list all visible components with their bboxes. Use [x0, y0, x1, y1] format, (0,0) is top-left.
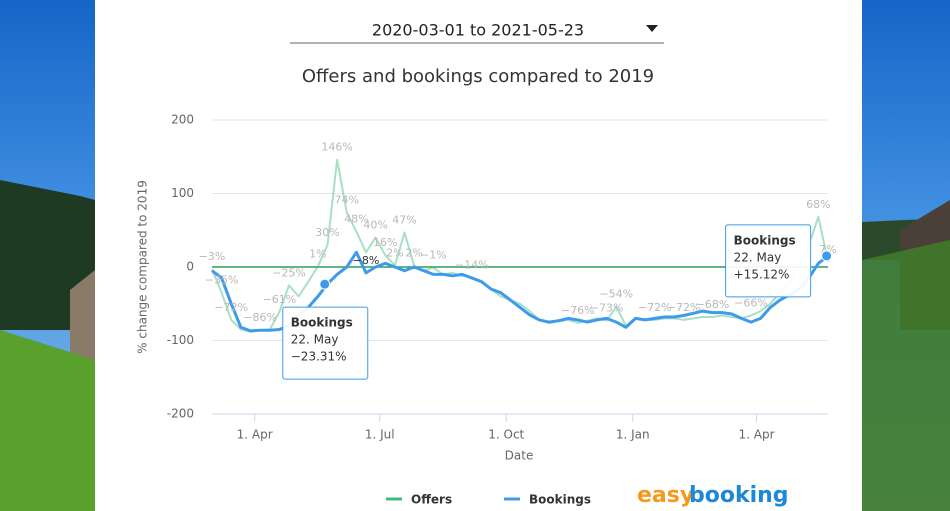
x-tick-label: 1. Apr — [237, 428, 273, 442]
data-label: −35% — [205, 274, 239, 287]
logo-part1: easy — [637, 483, 694, 508]
dropdown-label[interactable]: 2020-03-01 to 2021-05-23 — [372, 21, 584, 40]
date-dropdown[interactable]: 2020-03-01 to 2021-05-23 — [290, 21, 664, 44]
tooltip-date: 22. May — [734, 250, 782, 264]
tooltip-date: 22. May — [291, 333, 339, 347]
data-label: 1% — [309, 247, 326, 260]
data-label: 47% — [392, 213, 416, 226]
x-axis-label: Date — [505, 449, 534, 463]
y-tick-label: -200 — [167, 407, 194, 421]
data-label: 40% — [363, 219, 387, 232]
tooltip: Bookings 22. May −23.31% — [282, 278, 369, 380]
tooltip-title: Bookings — [291, 316, 353, 330]
tooltip-marker — [319, 278, 331, 290]
tooltip: Bookings 22. May +15.12% — [725, 224, 833, 298]
dropdown-arrow[interactable] — [646, 25, 658, 32]
data-label: 16% — [373, 236, 397, 249]
tooltip-marker — [821, 250, 833, 262]
background-left — [0, 0, 95, 511]
data-label: −8% — [353, 254, 380, 267]
y-tick-label: 0 — [186, 260, 194, 274]
series-line — [211, 158, 829, 333]
data-label: −54% — [599, 288, 633, 301]
data-label: −61% — [263, 293, 297, 306]
tooltip-title: Bookings — [734, 233, 796, 247]
data-label: −66% — [734, 297, 768, 310]
data-label: −68% — [696, 298, 730, 311]
tooltip-box — [282, 306, 369, 380]
data-label: −72% — [667, 301, 701, 314]
legend: Offers Bookings — [386, 493, 591, 507]
logo-part2: booking — [689, 483, 789, 508]
y-tick-label: 200 — [171, 113, 194, 127]
y-tick-label: 100 — [171, 186, 194, 200]
x-tick-label: 1. Jul — [365, 428, 395, 442]
data-label: 146% — [321, 141, 352, 154]
data-label: −25% — [272, 266, 306, 279]
data-label: −3% — [199, 250, 226, 263]
background-right — [862, 0, 950, 511]
y-axis-label: % change compared to 2019 — [136, 180, 150, 354]
x-tick-label: 1. Apr — [738, 428, 774, 442]
tooltip-box — [725, 224, 812, 298]
data-label: −76% — [561, 304, 595, 317]
data-label: 74% — [335, 194, 359, 207]
x-tick-label: 1. Jan — [616, 428, 650, 442]
data-label: −14% — [455, 258, 489, 271]
data-label: −86% — [243, 311, 277, 324]
logo: easy booking — [637, 483, 789, 508]
legend-label: Offers — [411, 493, 452, 507]
data-label: 30% — [315, 226, 339, 239]
data-label: 2% — [405, 247, 422, 260]
data-label: −72% — [638, 301, 672, 314]
data-label: −1% — [420, 249, 447, 262]
data-label: −73% — [590, 302, 624, 315]
x-tick-label: 1. Oct — [488, 428, 524, 442]
data-label: −72% — [214, 301, 248, 314]
data-label: 2% — [386, 247, 403, 260]
y-tick-label: -100 — [167, 333, 194, 347]
chart-title: Offers and bookings compared to 2019 — [302, 66, 654, 87]
tooltip-value: +15.12% — [734, 267, 790, 281]
series-line — [211, 250, 829, 333]
data-label: 48% — [344, 213, 368, 226]
legend-label: Bookings — [529, 493, 591, 507]
data-label: 68% — [806, 198, 830, 211]
tooltip-value: −23.31% — [291, 350, 347, 364]
